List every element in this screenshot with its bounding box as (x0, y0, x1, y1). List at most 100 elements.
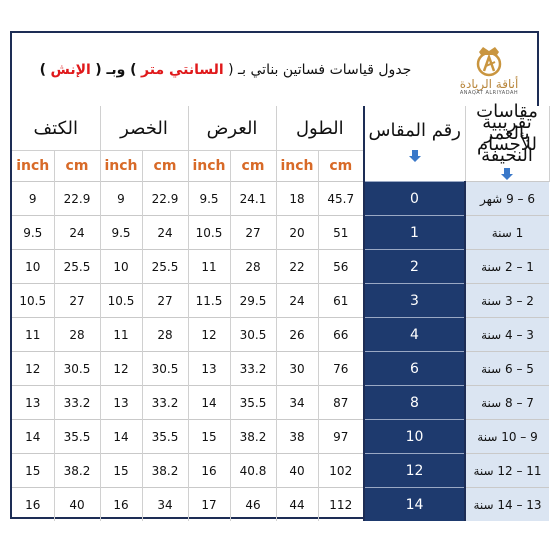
width-cm-cell: 27 (230, 215, 277, 250)
width-inch-cell: 16 (188, 453, 231, 488)
shoulder-inch-cell: 12 (12, 351, 55, 386)
width-inch-cell: 10.5 (188, 215, 231, 250)
size-chart-frame: جدول قياسات فساتين بناتي بـ ( السانتي مت… (10, 31, 550, 521)
age-header-line-2: بالعمر للأجسام (476, 123, 538, 155)
title-cm-highlight: السانتي متر (141, 61, 224, 78)
shoulder-inch-cell: 10.5 (12, 283, 55, 318)
age-range-cell: 3 – 4 سنة (465, 317, 550, 352)
waist-inch-cell: 9 (100, 181, 143, 216)
table-row: 14 35.5 14 35.5 15 38.2 38 97 10 9 – 10 سنة (12, 419, 550, 454)
size-number-cell: 14 (364, 487, 467, 521)
age-header-line-1: مقاسات تقريبية (476, 101, 538, 133)
age-range-cell: 1 سنة (465, 215, 550, 250)
width-inch-cell: 11 (188, 249, 231, 284)
shoulder-cm-cell: 27 (54, 283, 101, 318)
unit-cm: cm (318, 150, 366, 182)
length-inch-cell: 20 (276, 215, 319, 250)
table-row: 13 33.2 13 33.2 14 35.5 34 87 8 7 – 8 سنة (12, 385, 550, 420)
logo-arabic-text: أناقة الريادة (459, 76, 519, 91)
table-row: 15 38.2 15 38.2 16 40.8 40 102 12 11 – 12 سنة (12, 453, 550, 488)
age-range-cell: 11 – 12 سنة (465, 453, 550, 488)
shoulder-inch-cell: 9 (12, 181, 55, 216)
unit-inch: inch (188, 150, 231, 182)
waist-inch-cell: 10 (100, 249, 143, 284)
width-cm-cell: 24.1 (230, 181, 277, 216)
shoulder-cm-cell: 33.2 (54, 385, 101, 420)
size-table: الكتف الخصر العرض الطول رقم المقاس مقاسا… (12, 103, 550, 521)
waist-inch-cell: 9.5 (100, 215, 143, 250)
title-inch-highlight: الإنش (50, 61, 91, 78)
width-cm-cell: 30.5 (230, 317, 277, 352)
size-number-cell: 1 (364, 215, 467, 250)
shoulder-cm-cell: 24 (54, 215, 101, 250)
crown-logo-icon (476, 46, 502, 76)
width-cm-cell: 29.5 (230, 283, 277, 318)
shoulder-cm-cell: 40 (54, 487, 101, 521)
age-header-line-3: النحيفة (481, 145, 533, 166)
logo-english-text: ANAQAT ALRIYADAH (459, 89, 519, 96)
unit-cm: cm (142, 150, 189, 182)
length-inch-cell: 38 (276, 419, 319, 454)
age-header: مقاسات تقريبية بالعمر للأجسام النحيفة (465, 103, 550, 182)
waist-inch-cell: 15 (100, 453, 143, 488)
table-row: 16 40 16 34 17 46 44 112 14 13 – 14 سنة (12, 487, 550, 521)
age-range-cell: 9 – 10 سنة (465, 419, 550, 454)
waist-cm-cell: 27 (142, 283, 189, 318)
unit-cm: cm (230, 150, 277, 182)
waist-cm-cell: 22.9 (142, 181, 189, 216)
unit-inch: inch (100, 150, 143, 182)
waist-cm-cell: 33.2 (142, 385, 189, 420)
shoulder-cm-cell: 28 (54, 317, 101, 352)
waist-inch-cell: 11 (100, 317, 143, 352)
length-inch-cell: 26 (276, 317, 319, 352)
width-inch-cell: 11.5 (188, 283, 231, 318)
width-cm-cell: 33.2 (230, 351, 277, 386)
table-row: 9.5 24 9.5 24 10.5 27 20 51 1 1 سنة (12, 215, 550, 250)
unit-cm: cm (54, 150, 101, 182)
shoulder-inch-cell: 14 (12, 419, 55, 454)
title-part-3: ) (39, 61, 47, 78)
width-cm-cell: 40.8 (230, 453, 277, 488)
age-header-label: مقاسات تقريبية بالعمر للأجسام النحيفة (466, 103, 549, 165)
waist-cm-cell: 28 (142, 317, 189, 352)
group-header-width: العرض (188, 106, 277, 151)
unit-inch: inch (276, 150, 319, 182)
shoulder-inch-cell: 13 (12, 385, 55, 420)
waist-inch-cell: 10.5 (100, 283, 143, 318)
title-part-1: جدول قياسات فساتين بناتي بـ ( (228, 61, 412, 78)
size-number-cell: 4 (364, 317, 467, 352)
width-cm-cell: 46 (230, 487, 277, 521)
length-inch-cell: 40 (276, 453, 319, 488)
table-row: 12 30.5 12 30.5 13 33.2 30 76 6 5 – 6 سنة (12, 351, 550, 386)
width-inch-cell: 9.5 (188, 181, 231, 216)
group-header-length: الطول (276, 106, 366, 151)
size-number-cell: 0 (364, 181, 467, 216)
age-range-cell: 6 – 9 شهر (465, 181, 550, 216)
waist-inch-cell: 14 (100, 419, 143, 454)
size-number-cell: 8 (364, 385, 467, 420)
title-part-2: ) وبـ ( (95, 61, 137, 78)
shoulder-cm-cell: 22.9 (54, 181, 101, 216)
length-cm-cell: 87 (318, 385, 366, 420)
waist-cm-cell: 24 (142, 215, 189, 250)
waist-cm-cell: 35.5 (142, 419, 189, 454)
size-number-cell: 6 (364, 351, 467, 386)
length-inch-cell: 34 (276, 385, 319, 420)
shoulder-cm-cell: 30.5 (54, 351, 101, 386)
down-arrow-icon (501, 168, 514, 180)
table-row: 10.5 27 10.5 27 11.5 29.5 24 61 3 2 – 3 سنة (12, 283, 550, 318)
width-cm-cell: 38.2 (230, 419, 277, 454)
shoulder-cm-cell: 25.5 (54, 249, 101, 284)
shoulder-inch-cell: 11 (12, 317, 55, 352)
length-cm-cell: 45.7 (318, 181, 366, 216)
length-inch-cell: 22 (276, 249, 319, 284)
table-row: 10 25.5 10 25.5 11 28 22 56 2 1 – 2 سنة (12, 249, 550, 284)
size-number-label: رقم المقاس (368, 119, 461, 141)
size-number-cell: 3 (364, 283, 467, 318)
brand-logo: أناقة الريادة ANAQAT ALRIYADAH (441, 33, 537, 106)
width-cm-cell: 28 (230, 249, 277, 284)
waist-inch-cell: 13 (100, 385, 143, 420)
length-inch-cell: 44 (276, 487, 319, 521)
shoulder-cm-cell: 35.5 (54, 419, 101, 454)
waist-inch-cell: 12 (100, 351, 143, 386)
